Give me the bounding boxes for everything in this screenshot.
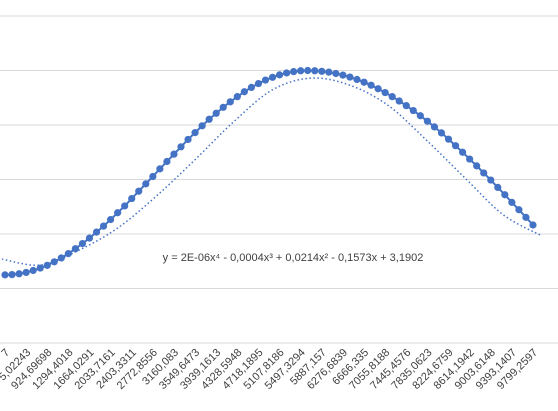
- data-point: [135, 187, 143, 195]
- data-point: [240, 88, 248, 96]
- data-point: [85, 234, 94, 242]
- data-point: [170, 150, 178, 158]
- data-point: [184, 135, 192, 144]
- data-point: [367, 81, 375, 89]
- data-point: [339, 71, 347, 79]
- data-point: [114, 209, 122, 217]
- data-point: [480, 169, 488, 177]
- trendline-equation: y = 2E-06x⁴ - 0,0004x³ + 0,0214x² - 0,15…: [163, 252, 424, 264]
- data-point: [22, 268, 30, 277]
- data-point: [304, 66, 312, 75]
- data-point: [15, 270, 23, 278]
- data-point: [64, 250, 72, 258]
- data-point: [402, 102, 410, 110]
- data-point: [121, 202, 129, 210]
- data-point: [8, 271, 16, 279]
- data-point: [149, 172, 157, 181]
- data-point: [297, 67, 305, 75]
- data-point: [444, 135, 453, 143]
- trendline: [1, 77, 543, 267]
- data-point: [226, 98, 234, 106]
- data-point: [508, 198, 516, 206]
- data-point: [473, 162, 481, 170]
- data-point: [459, 148, 467, 156]
- data-point: [219, 103, 227, 111]
- data-point: [325, 68, 333, 76]
- data-point: [353, 75, 361, 84]
- data-point: [494, 183, 502, 192]
- data-point: [423, 117, 431, 125]
- data-point: [71, 245, 79, 253]
- data-point: [388, 93, 396, 101]
- data-point: [233, 93, 241, 101]
- data-point: [487, 176, 495, 184]
- data-point: [515, 206, 523, 214]
- data-point: [466, 155, 474, 163]
- data-point: [99, 222, 108, 230]
- data-point: [522, 213, 530, 221]
- data-point: [177, 143, 185, 151]
- data-point: [318, 67, 326, 75]
- data-point: [254, 79, 263, 88]
- data-point: [191, 129, 199, 137]
- data-point: [283, 69, 291, 77]
- data-point: [128, 194, 136, 203]
- data-point: [156, 165, 164, 173]
- data-point: [247, 83, 255, 91]
- data-point: [107, 215, 115, 224]
- data-point: [311, 67, 319, 75]
- data-point: [78, 239, 87, 248]
- data-point: [29, 266, 37, 275]
- data-point: [332, 69, 340, 78]
- data-point: [381, 88, 389, 97]
- data-point: [290, 67, 298, 76]
- data-point: [198, 122, 206, 130]
- data-point: [430, 123, 439, 131]
- data-point: [374, 85, 382, 93]
- data-point: [212, 109, 220, 117]
- data-point: [501, 191, 509, 199]
- data-point: [1, 271, 9, 279]
- data-point: [275, 71, 284, 79]
- data-point: [395, 97, 403, 105]
- data-point: [416, 112, 424, 120]
- series-line: [4, 69, 534, 276]
- data-point: [205, 115, 213, 123]
- data-point: [346, 73, 354, 81]
- data-point: [529, 221, 537, 229]
- x-tick-label: 7: [0, 347, 12, 360]
- data-point: [451, 142, 460, 150]
- data-point: [261, 76, 270, 84]
- data-point: [36, 264, 44, 272]
- data-point: [437, 129, 446, 137]
- data-point: [409, 106, 417, 115]
- data-point: [163, 157, 171, 166]
- data-point: [92, 228, 101, 236]
- data-point: [142, 180, 150, 188]
- data-point: [268, 73, 277, 81]
- data-point: [360, 78, 368, 86]
